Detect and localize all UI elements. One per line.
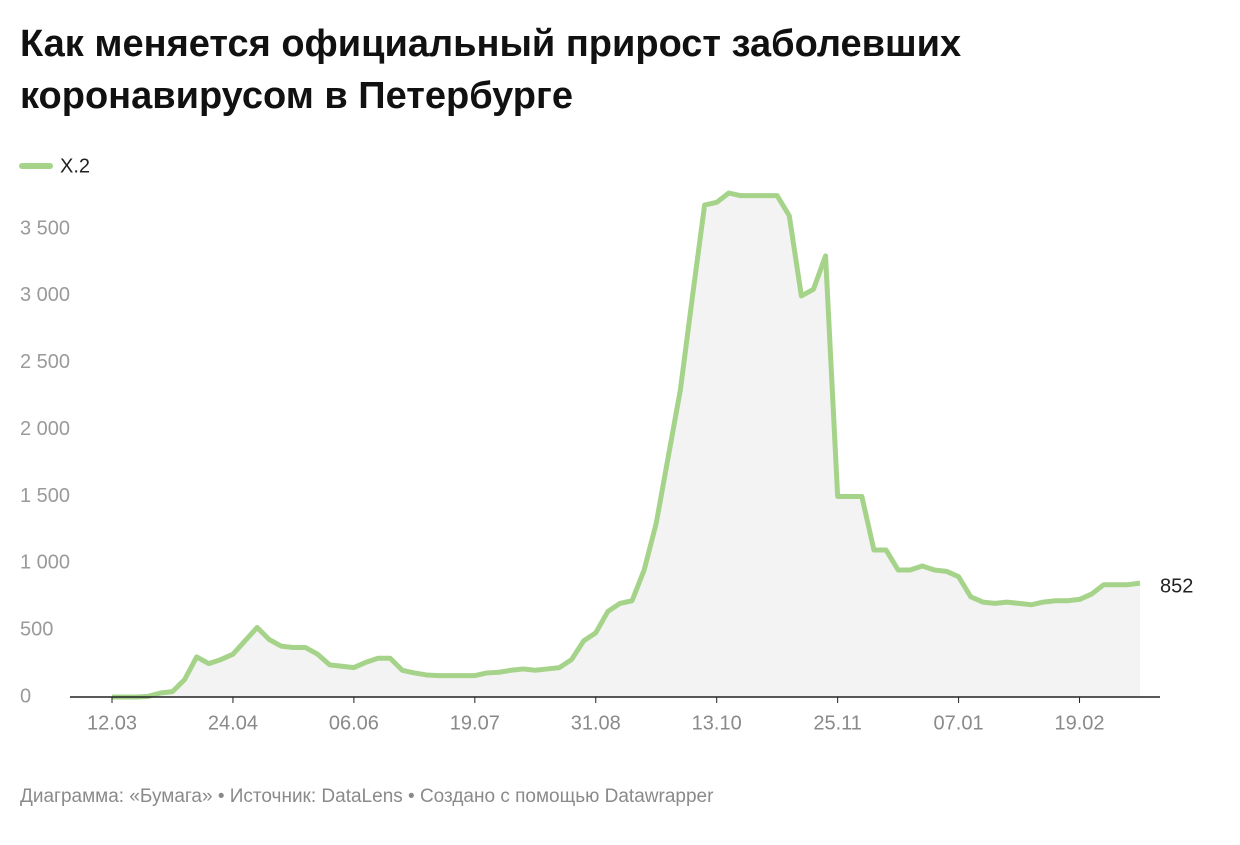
end-value-label: 852	[1160, 575, 1193, 597]
x-tick-label: 13.10	[692, 712, 742, 734]
y-tick-label: 500	[20, 618, 53, 640]
y-tick-label: 3 000	[20, 284, 70, 306]
x-tick-label: 06.06	[329, 712, 379, 734]
y-tick-label: 2 500	[20, 351, 70, 373]
source-note: Диаграмма: «Бумага» • Источник: DataLens…	[20, 786, 714, 807]
y-tick-label: 0	[20, 685, 31, 707]
x-tick-label: 12.03	[87, 712, 137, 734]
x-tick-label: 19.02	[1054, 712, 1104, 734]
x-tick-label: 19.07	[450, 712, 500, 734]
area	[112, 193, 1140, 697]
y-tick-label: 1 500	[20, 485, 70, 507]
y-tick-label: 1 000	[20, 552, 70, 574]
x-tick-label: 07.01	[934, 712, 984, 734]
y-tick-label: 2 000	[20, 418, 70, 440]
line	[112, 190, 1141, 700]
x-tick-label: 25.11	[813, 712, 862, 734]
x-tick-label: 31.08	[571, 712, 621, 734]
x-tick-label: 24.04	[208, 712, 258, 734]
chart-title: Как меняется официальный прирост заболев…	[20, 23, 961, 117]
y-tick-label: 3 500	[20, 217, 70, 239]
legend-label: X.2	[60, 155, 90, 177]
